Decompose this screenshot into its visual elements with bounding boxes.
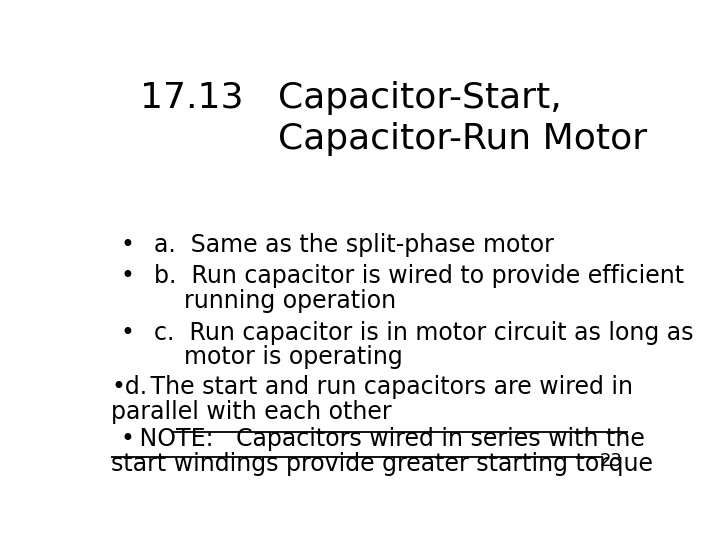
Text: •d.: •d. [111,375,148,399]
Text: The start and run capacitors are wired in: The start and run capacitors are wired i… [143,375,633,399]
Text: NOTE:   Capacitors wired in series with the: NOTE: Capacitors wired in series with th… [132,427,644,450]
Text: •: • [121,265,135,288]
Text: 17.13   Capacitor-Start,
            Capacitor-Run Motor: 17.13 Capacitor-Start, Capacitor-Run Mot… [140,82,647,156]
Text: motor is operating: motor is operating [154,346,403,369]
Text: c.  Run capacitor is in motor circuit as long as: c. Run capacitor is in motor circuit as … [154,321,693,345]
Text: running operation: running operation [154,289,396,313]
Text: •: • [121,427,135,450]
Text: b.  Run capacitor is wired to provide efficient: b. Run capacitor is wired to provide eff… [154,265,684,288]
Text: 23: 23 [600,452,623,470]
Text: •: • [121,321,135,345]
Text: parallel with each other: parallel with each other [111,400,392,423]
Text: start windings provide greater starting torque: start windings provide greater starting … [111,453,653,476]
Text: a.  Same as the split-phase motor: a. Same as the split-phase motor [154,233,554,257]
Text: •: • [121,233,135,257]
